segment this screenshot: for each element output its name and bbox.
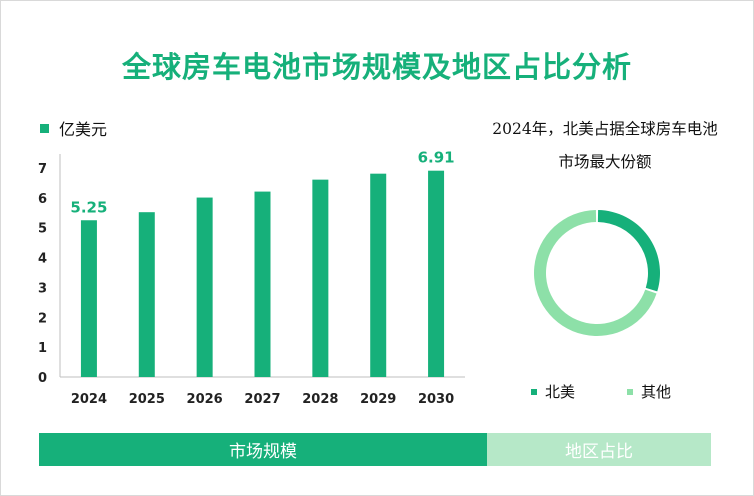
donut-caption-line-1: 2024年，北美占据全球房车电池 [492,120,718,138]
pie-legend-swatch [531,388,537,395]
bar-2027 [254,191,271,377]
tab-region-share[interactable]: 地区占比 [487,433,711,466]
bar-2028 [312,179,329,377]
x-tick-label: 2027 [244,392,280,407]
bar-2026 [196,197,213,377]
donut-slice-north-america [597,210,660,292]
data-label: 6.91 [418,149,455,167]
y-tick-label: 0 [38,371,47,386]
y-tick-label: 4 [38,252,47,267]
page-title: 全球房车电池市场规模及地区占比分析 [121,50,632,84]
y-tick-label: 7 [38,162,47,177]
pie-legend-label: 其他 [641,383,672,401]
x-tick-label: 2026 [187,392,223,407]
bar-2024 [80,220,97,377]
y-tick-label: 1 [38,341,47,356]
x-tick-label: 2024 [71,392,107,407]
donut-chart [534,210,660,336]
bar-2030 [428,170,445,377]
y-tick-label: 3 [38,281,47,296]
bar-2025 [138,212,155,377]
donut-caption-line-2: 市场最大份额 [558,153,652,171]
pie-legend-swatch [627,388,633,395]
y-tick-label: 6 [38,192,47,207]
tab-bar: 市场规模 地区占比 [39,433,711,466]
x-tick-label: 2025 [129,392,165,407]
data-label: 5.25 [70,198,107,216]
pie-legend-label: 北美 [545,383,576,401]
pie-legend-item-north-america: 北美 [531,381,575,402]
bar-legend: 亿美元 [40,116,107,140]
y-tick-label: 2 [38,311,47,326]
pie-legend-item-others: 其他 [627,381,671,402]
bar-2029 [370,173,387,377]
y-tick-label: 5 [38,222,47,237]
bar-chart: 0 1 2 3 4 5 6 7 2024 5.25 2025 2026 2027 2028 2029 2030… [38,149,465,407]
bar-legend-label: 亿美元 [59,120,108,139]
tab-market-size[interactable]: 市场规模 [39,433,487,466]
bar-legend-swatch [40,123,49,133]
x-tick-label: 2030 [418,392,454,407]
donut-caption: 2024年，北美占据全球房车电池 市场最大份额 [470,113,740,179]
x-tick-label: 2029 [360,392,396,407]
x-tick-label: 2028 [302,392,338,407]
